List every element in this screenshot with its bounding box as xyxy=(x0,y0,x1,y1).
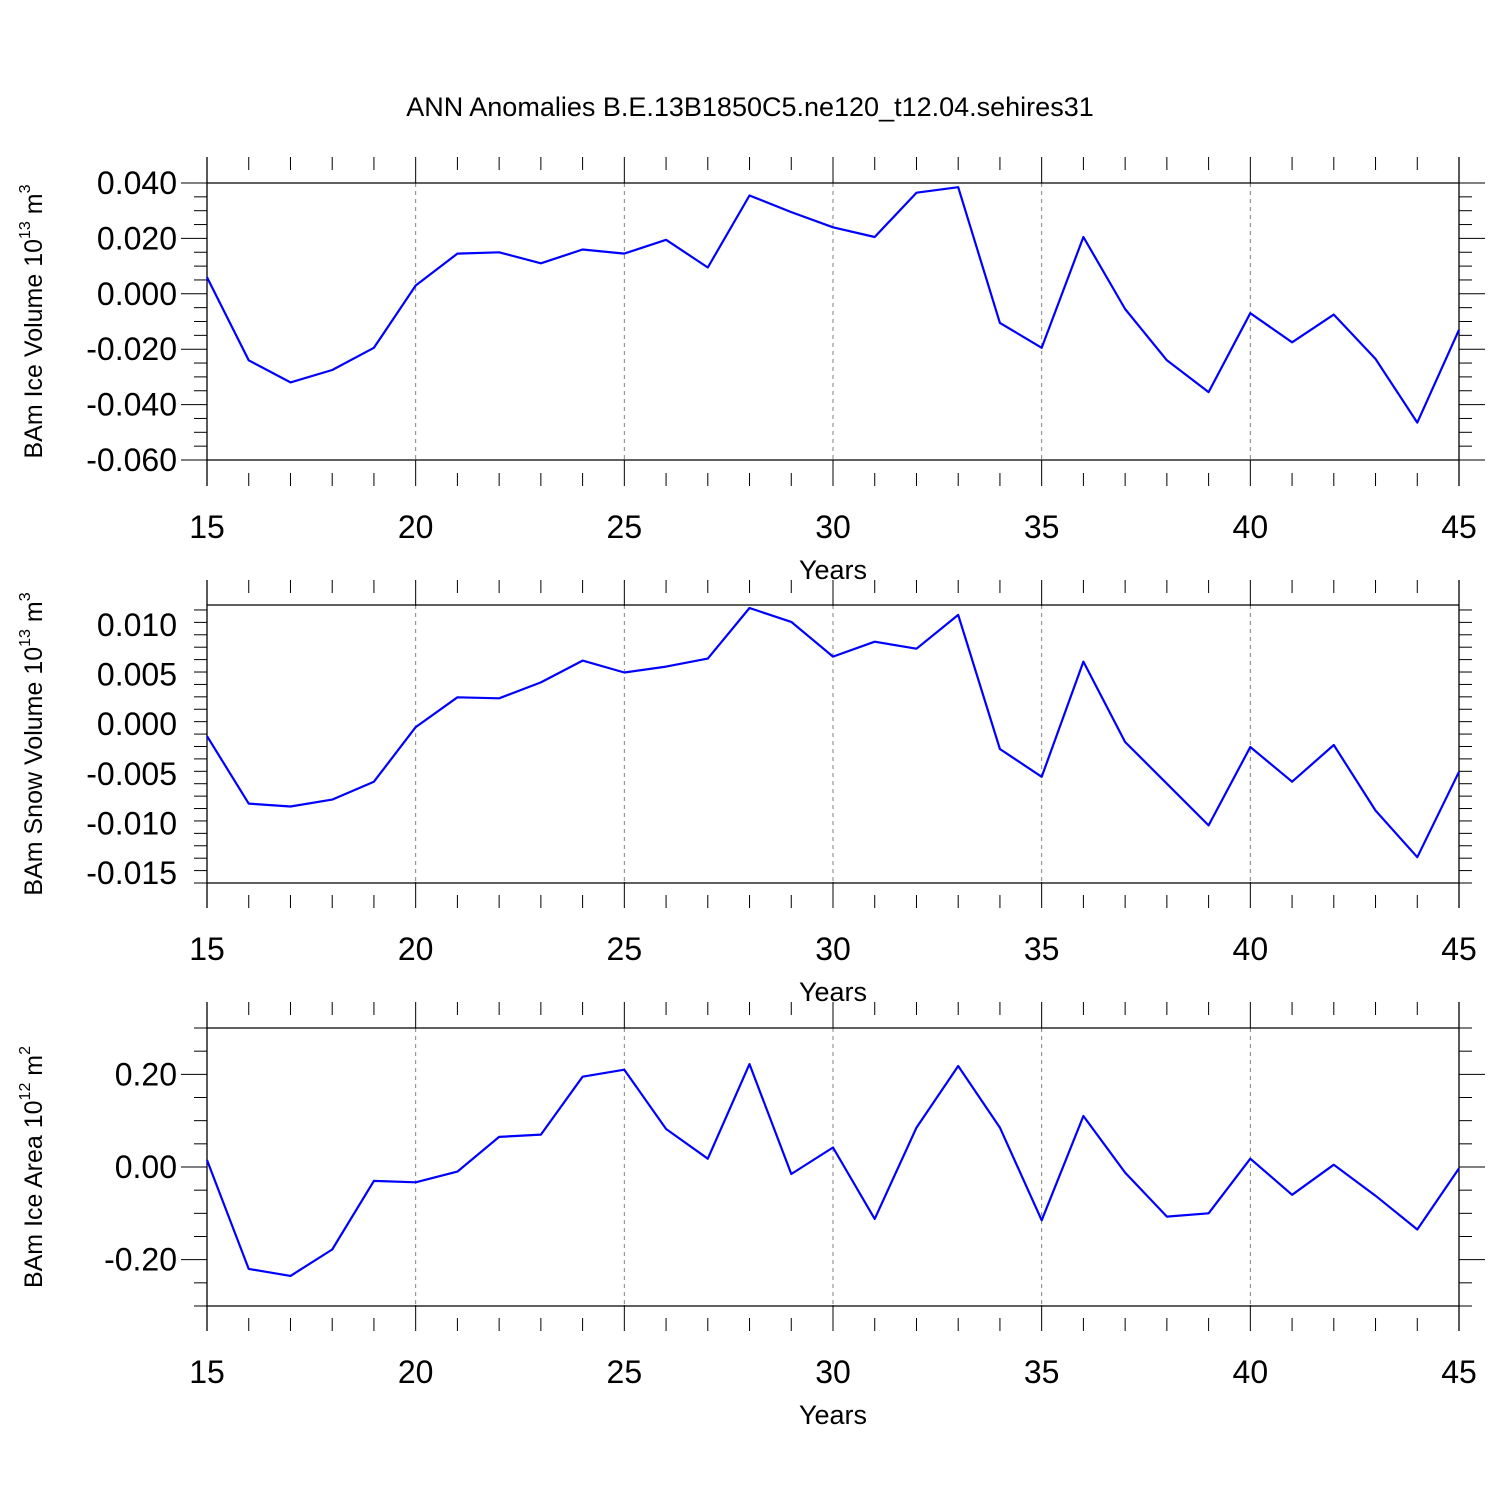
x-tick-label: 45 xyxy=(1441,931,1477,967)
x-tick-label: 15 xyxy=(189,931,225,967)
x-tick-label: 15 xyxy=(189,509,225,545)
x-tick-label: 30 xyxy=(815,1354,851,1390)
x-tick-label: 40 xyxy=(1233,509,1269,545)
x-tick-label: 45 xyxy=(1441,509,1477,545)
figure-title: ANN Anomalies B.E.13B1850C5.ne120_t12.04… xyxy=(0,92,1500,123)
x-tick-label: 20 xyxy=(398,1354,434,1390)
x-tick-label: 25 xyxy=(607,1354,643,1390)
y-axis-label: BAm Ice Area 1012 m2 xyxy=(17,1046,48,1288)
x-axis-label: Years xyxy=(799,1400,867,1430)
x-tick-label: 20 xyxy=(398,931,434,967)
y-axis-label: BAm Snow Volume 1013 m3 xyxy=(17,592,48,895)
y-tick-label: 0.000 xyxy=(97,706,177,742)
y-tick-label: -0.015 xyxy=(86,855,177,891)
x-tick-label: 20 xyxy=(398,509,434,545)
x-tick-label: 35 xyxy=(1024,931,1060,967)
y-tick-label: 0.010 xyxy=(97,607,177,643)
y-tick-label: -0.010 xyxy=(86,805,177,841)
y-tick-label: 0.040 xyxy=(97,165,177,201)
y-tick-label: -0.020 xyxy=(86,331,177,367)
chart-panel-2: 15 20 25 30 35 40 45 0.010 0.005 0.000 -0.005 -0.01… xyxy=(17,580,1477,1007)
y-tick-label: 0.020 xyxy=(97,220,177,256)
y-tick-label: 0.00 xyxy=(115,1149,177,1185)
x-tick-label: 45 xyxy=(1441,1354,1477,1390)
y-tick-label: -0.005 xyxy=(86,756,177,792)
y-tick-label: -0.20 xyxy=(104,1242,177,1278)
x-tick-label: 30 xyxy=(815,509,851,545)
y-tick-label: 0.005 xyxy=(97,657,177,693)
y-tick-label: -0.060 xyxy=(86,442,177,478)
x-tick-label: 30 xyxy=(815,931,851,967)
y-tick-label: 0.20 xyxy=(115,1056,177,1092)
y-tick-label: -0.040 xyxy=(86,387,177,423)
x-tick-label: 35 xyxy=(1024,509,1060,545)
x-tick-label: 35 xyxy=(1024,1354,1060,1390)
x-tick-label: 15 xyxy=(189,1354,225,1390)
chart-panel-1: 15 20 25 30 35 40 45 0.040 0.020 0.000 -0.020 -0.04… xyxy=(17,157,1485,585)
x-tick-label: 25 xyxy=(607,509,643,545)
x-tick-label: 40 xyxy=(1233,931,1269,967)
y-tick-label: 0.000 xyxy=(97,276,177,312)
x-tick-label: 25 xyxy=(607,931,643,967)
chart-panel-3: 15 20 25 30 35 40 45 0.20 0.00 -0.20 Years BAm Ice … xyxy=(17,1002,1485,1430)
x-tick-label: 40 xyxy=(1233,1354,1269,1390)
y-axis-label: BAm Ice Volume 1013 m3 xyxy=(17,184,48,458)
